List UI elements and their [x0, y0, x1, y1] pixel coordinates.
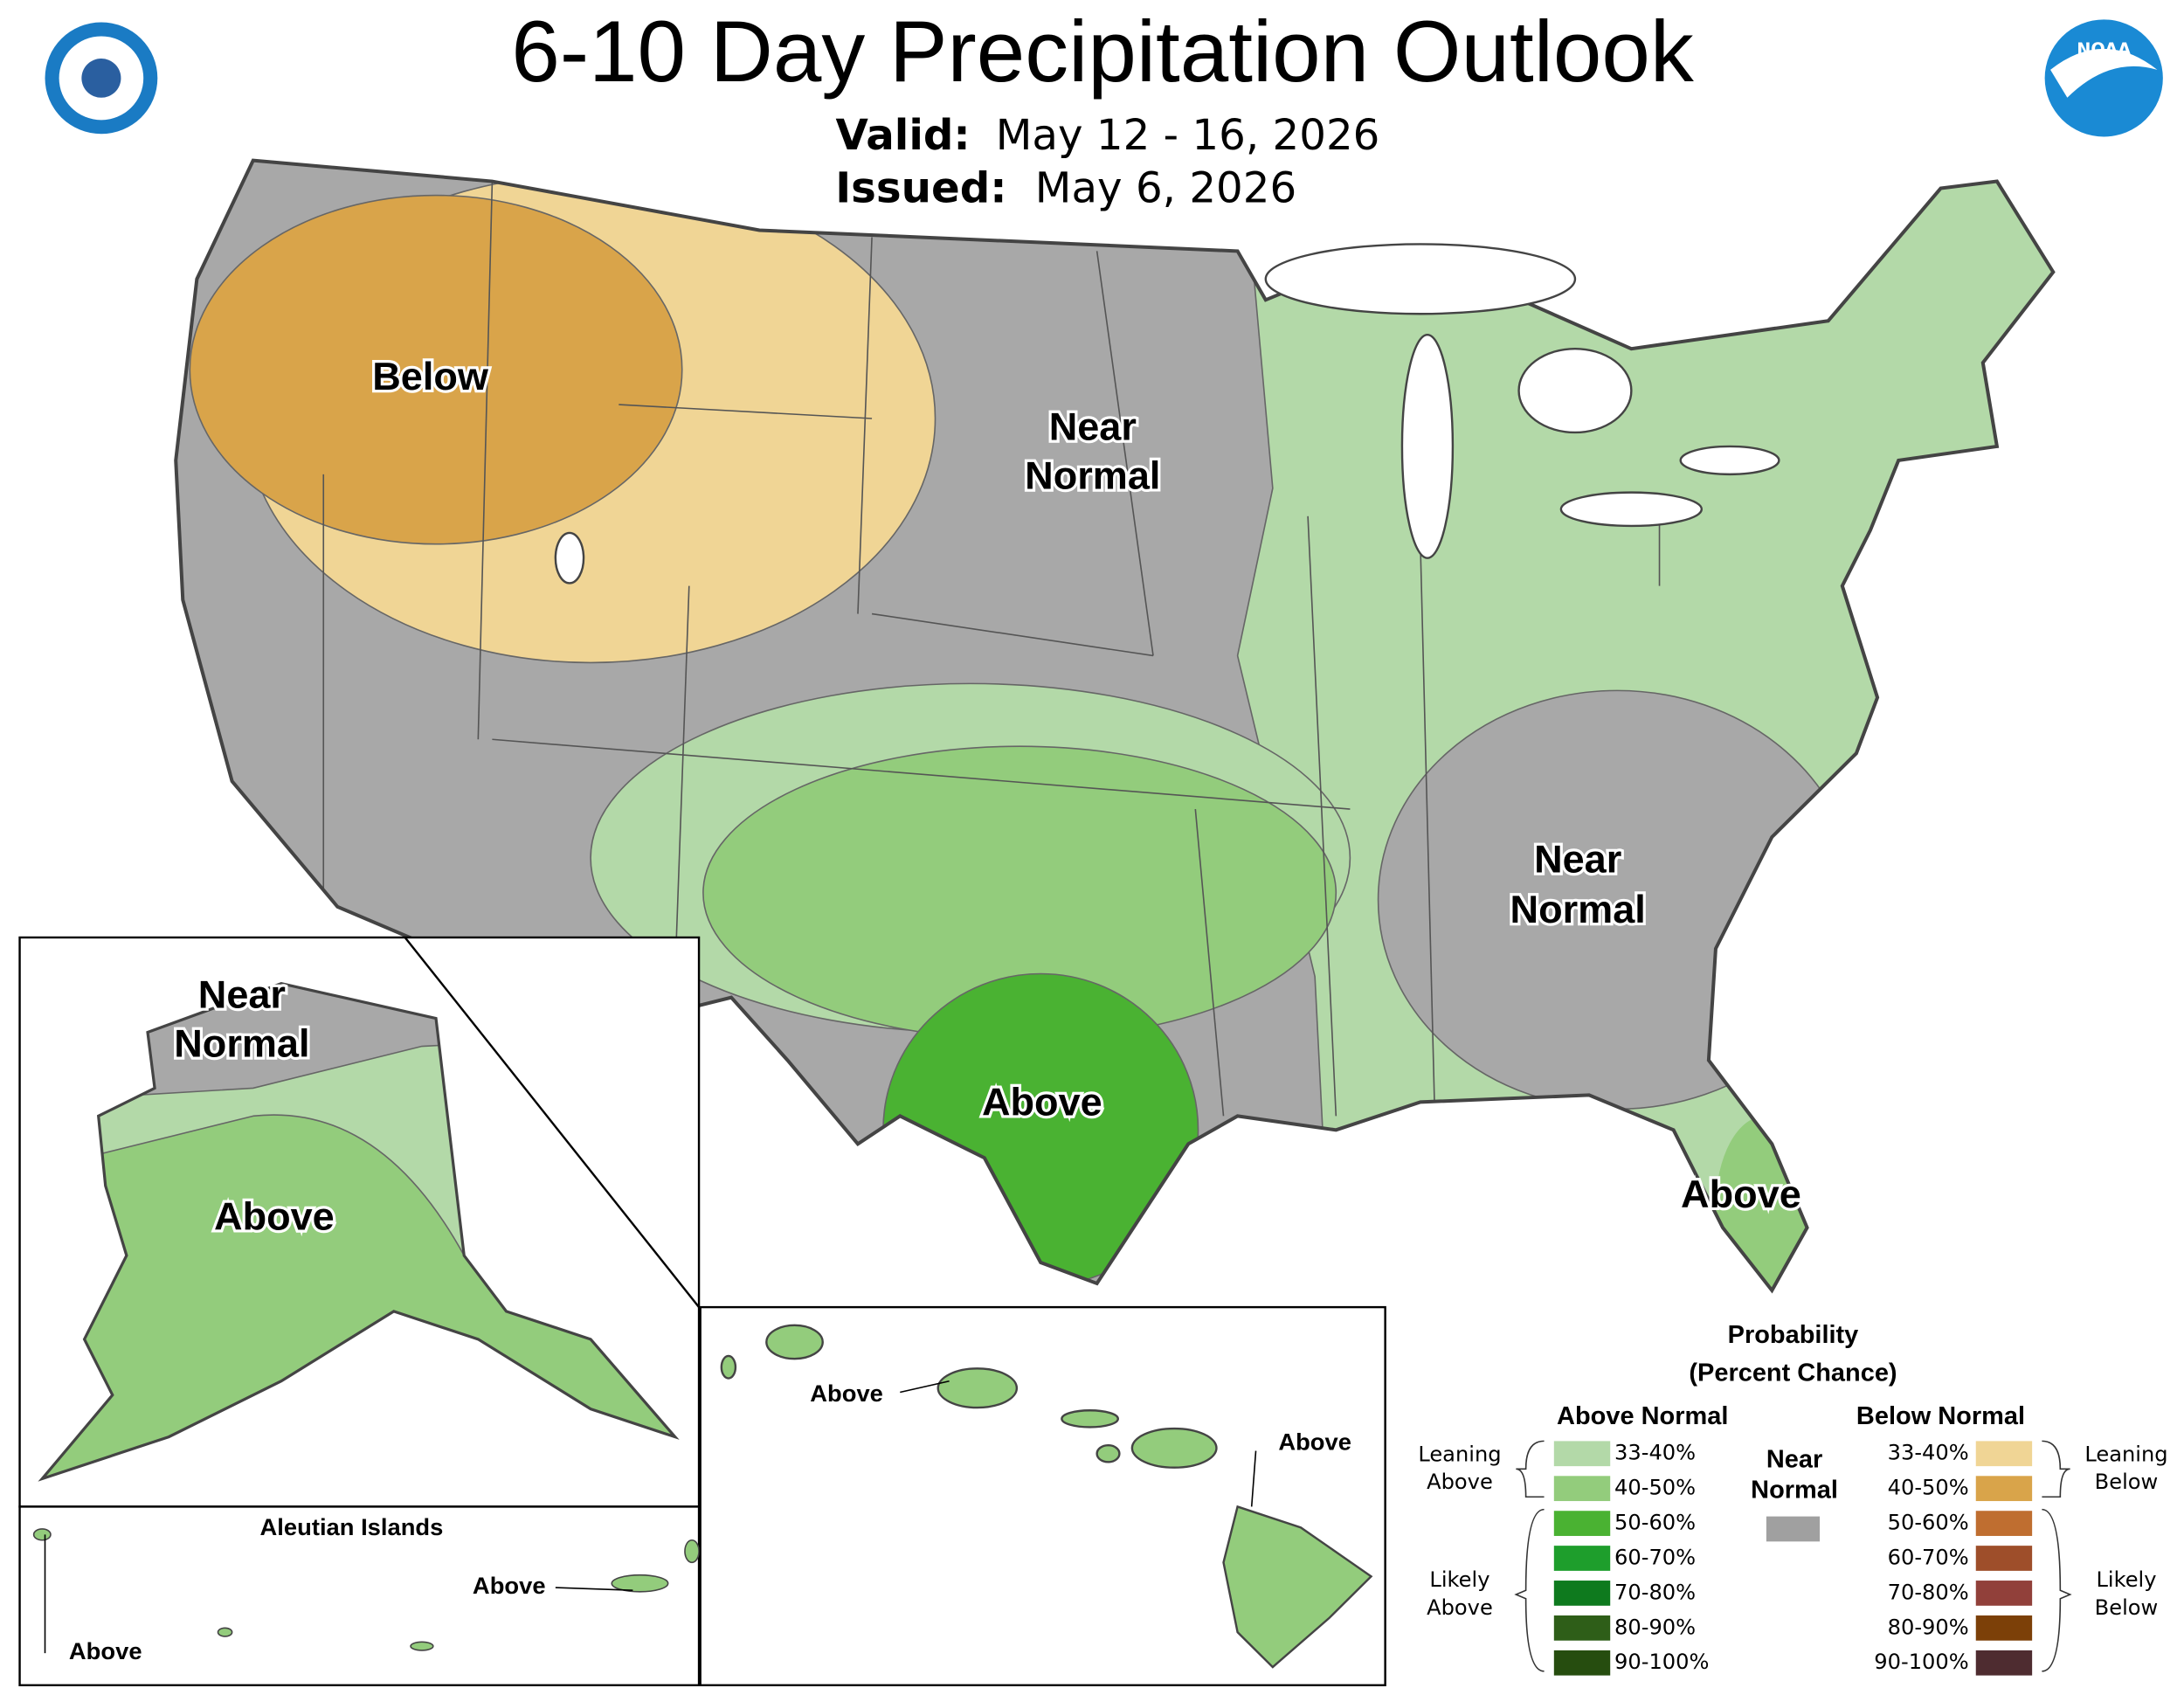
- legend-swatch: [1975, 1650, 2033, 1676]
- valid-label: Valid:: [836, 111, 971, 160]
- region-label: Near: [198, 972, 286, 1017]
- legend-swatch: [1975, 1615, 2033, 1641]
- legend-swatch: [1553, 1615, 1611, 1641]
- region-label: Above: [982, 1080, 1102, 1124]
- legend-title: (Percent Chance): [1689, 1359, 1897, 1387]
- region-label: Above: [1681, 1172, 1801, 1216]
- region-label: Above: [810, 1380, 883, 1407]
- legend-heading: Below Normal: [1856, 1402, 2025, 1430]
- legend-swatch: [1553, 1441, 1611, 1467]
- region-label: Above: [473, 1572, 546, 1599]
- inset-title: Aleutian Islands: [260, 1513, 444, 1540]
- legend-swatch: [1553, 1546, 1611, 1571]
- bracket-label: Below: [2095, 1470, 2159, 1494]
- legend-range: 33-40%: [1614, 1441, 1696, 1465]
- svg-text:NOAA: NOAA: [2077, 39, 2131, 59]
- legend-range: 50-60%: [1614, 1511, 1696, 1535]
- legend-title: Probability: [1728, 1321, 1859, 1349]
- legend-near-normal: Normal: [1751, 1477, 1838, 1505]
- legend-swatch: [1553, 1581, 1611, 1606]
- bracket-label: Above: [1427, 1470, 1493, 1494]
- legend-swatch: [1975, 1546, 2033, 1571]
- issued-label: Issued:: [835, 164, 1006, 213]
- hawaii-inset: [699, 1305, 1386, 1687]
- legend-swatch: [1975, 1441, 2033, 1467]
- region-label: Above: [1278, 1429, 1351, 1456]
- legend-range: 50-60%: [1888, 1511, 1969, 1535]
- legend-range: 80-90%: [1614, 1615, 1696, 1639]
- region-label: Above: [214, 1193, 335, 1238]
- legend-swatch: [1553, 1476, 1611, 1502]
- bracket-label: Leaning: [2084, 1442, 2167, 1466]
- legend-swatch: [1553, 1511, 1611, 1536]
- bracket-label: Below: [2095, 1595, 2159, 1620]
- legend-swatch: [1553, 1650, 1611, 1676]
- legend-heading: Above Normal: [1557, 1402, 1728, 1430]
- legend-swatch: [1975, 1476, 2033, 1502]
- issued-date: May 6, 2026: [1035, 164, 1296, 213]
- bracket-label: Likely: [2096, 1567, 2156, 1592]
- region-label: Above: [69, 1637, 142, 1664]
- legend-swatch: [1975, 1581, 2033, 1606]
- region-label: Normal: [1025, 453, 1160, 498]
- legend-range: 60-70%: [1888, 1546, 1969, 1570]
- legend-range: 33-40%: [1888, 1441, 1969, 1465]
- legend-range: 40-50%: [1888, 1476, 1969, 1500]
- legend-range: 70-80%: [1614, 1580, 1696, 1604]
- title: 6-10 Day Precipitation Outlook: [511, 4, 1694, 101]
- region-label: Below: [372, 354, 488, 398]
- legend-near-normal: Near: [1766, 1445, 1822, 1473]
- legend: Probability (Percent Chance) Above Norma…: [1418, 1321, 2168, 1676]
- region-label: Near: [1534, 837, 1621, 882]
- bracket-label: Leaning: [1418, 1442, 1501, 1466]
- legend-range: 60-70%: [1614, 1546, 1696, 1570]
- legend-swatch: [1766, 1516, 1821, 1542]
- legend-range: 90-100%: [1874, 1650, 1968, 1674]
- legend-range: 80-90%: [1888, 1615, 1969, 1639]
- valid-dates: May 12 - 16, 2026: [996, 111, 1380, 160]
- legend-range: 90-100%: [1614, 1650, 1709, 1674]
- bracket-label: Above: [1427, 1595, 1493, 1620]
- region-label: Near: [1049, 405, 1137, 449]
- region-label: Normal: [1510, 887, 1646, 931]
- legend-range: 40-50%: [1614, 1476, 1696, 1500]
- noaa-logo: NOAA: [2044, 19, 2163, 137]
- legend-range: 70-80%: [1888, 1580, 1969, 1604]
- great-lakes: [554, 243, 1780, 585]
- aleutian-inset: [18, 1505, 701, 1687]
- bracket-label: Likely: [1429, 1567, 1489, 1592]
- region-label: Normal: [174, 1020, 309, 1065]
- conus-map: [176, 160, 2054, 1290]
- commerce-seal: [45, 22, 158, 135]
- legend-swatch: [1975, 1511, 2033, 1536]
